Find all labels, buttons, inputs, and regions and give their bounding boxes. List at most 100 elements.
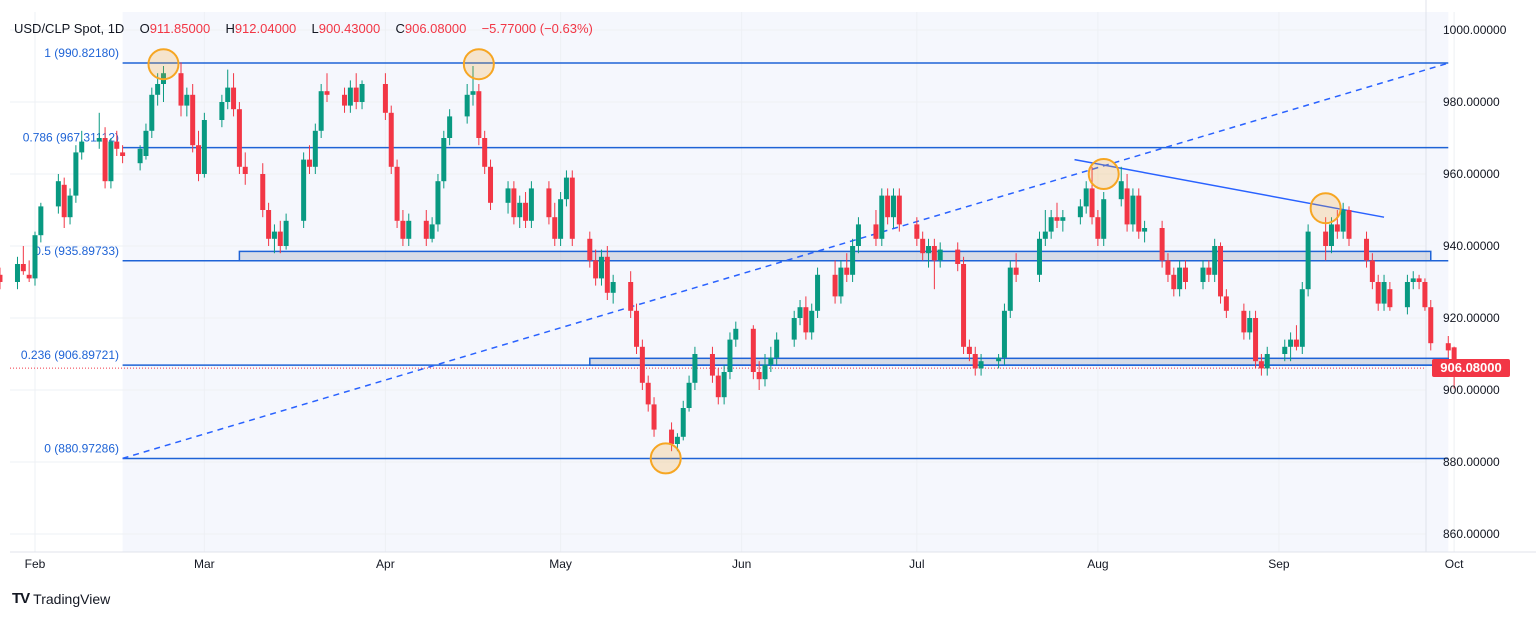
candle-body xyxy=(225,87,231,102)
candle-up xyxy=(505,181,511,214)
candle-body xyxy=(890,195,896,218)
candle-body xyxy=(563,177,569,200)
candle-body xyxy=(283,220,289,246)
candle-up xyxy=(1200,260,1206,290)
candle-body xyxy=(1200,267,1206,282)
candle-down xyxy=(920,231,926,261)
candle-body xyxy=(937,249,943,261)
candle-down xyxy=(1369,253,1375,290)
brand-footer[interactable]: TV TradingView xyxy=(12,590,110,607)
candle-body xyxy=(324,91,330,95)
candle-body xyxy=(1165,260,1171,275)
swing-marker-circle xyxy=(1309,192,1342,225)
candle-up xyxy=(879,188,885,246)
fibonacci-levels: 1 (990.82180) 0.786 (967.31112) 0.5 (935.8… xyxy=(21,46,1449,460)
candle-body xyxy=(1001,310,1007,358)
candle-body xyxy=(301,159,307,221)
candle-body xyxy=(196,145,202,174)
price-axis[interactable]: 1000.00000 980.00000 960.00000 940.00000 920… xyxy=(1443,23,1507,541)
swing-markers xyxy=(147,48,1342,475)
candle-body xyxy=(231,87,237,110)
candle-body xyxy=(1282,346,1288,354)
candle-up xyxy=(978,354,984,376)
candle-body xyxy=(832,274,838,297)
candle-up xyxy=(1328,217,1334,254)
candle-down xyxy=(844,253,850,282)
x-tick-label: Jul xyxy=(909,557,924,571)
candle-body xyxy=(1083,188,1089,207)
resistance-trend-line xyxy=(1074,158,1385,218)
candle-body xyxy=(966,346,972,354)
candle-down xyxy=(546,181,552,225)
candle-body xyxy=(1364,238,1370,261)
candle-up xyxy=(271,224,277,254)
symbol-label[interactable]: USD/CLP Spot, 1D xyxy=(14,21,125,36)
candle-down xyxy=(324,73,330,102)
candle-up xyxy=(1036,231,1042,282)
low-value: 900.43000 xyxy=(318,21,381,36)
candle-up xyxy=(347,80,353,113)
candle-body xyxy=(1206,267,1212,275)
candle-body xyxy=(896,195,902,225)
candle-body xyxy=(628,282,634,311)
candle-body xyxy=(306,159,312,167)
candle-body xyxy=(1264,354,1270,369)
candle-up xyxy=(1077,199,1083,225)
candle-up xyxy=(762,354,768,387)
candle-down xyxy=(511,181,517,225)
x-tick-label: Feb xyxy=(25,557,46,571)
candle-down xyxy=(604,246,610,300)
candle-up xyxy=(768,346,774,372)
candle-body xyxy=(1258,361,1264,369)
candle-body xyxy=(844,267,850,275)
candle-up xyxy=(429,217,435,243)
swing-marker-circle xyxy=(147,48,180,81)
candle-down xyxy=(803,296,809,340)
candle-down xyxy=(388,105,394,174)
candle-body xyxy=(266,210,272,239)
candle-body xyxy=(1247,318,1253,333)
candle-body xyxy=(184,94,190,106)
candle-body xyxy=(1253,318,1259,362)
candle-down xyxy=(914,217,920,246)
candle-body xyxy=(155,84,161,95)
candle-body xyxy=(190,94,196,146)
candle-body xyxy=(715,375,721,398)
candle-body xyxy=(1054,217,1060,221)
candle-body xyxy=(639,346,645,383)
candle-body xyxy=(528,188,534,221)
candle-up xyxy=(96,112,102,149)
candle-body xyxy=(955,249,961,264)
candle-body xyxy=(1305,231,1311,290)
candle-down xyxy=(523,192,529,228)
candle-down xyxy=(342,87,348,113)
candle-down xyxy=(1206,260,1212,282)
candle-body xyxy=(277,231,283,246)
candle-up xyxy=(1083,181,1089,214)
candle-up xyxy=(1282,339,1288,362)
candle-down xyxy=(1334,210,1340,239)
candle-down xyxy=(1375,274,1381,311)
candle-body xyxy=(1223,296,1229,311)
candle-body xyxy=(1328,224,1334,246)
candle-body xyxy=(692,354,698,383)
candle-body xyxy=(312,130,318,167)
candle-up xyxy=(774,332,780,365)
candle-body xyxy=(1130,195,1136,225)
y-tick-label: 1000.00000 xyxy=(1443,23,1507,37)
candle-up xyxy=(1042,210,1048,246)
candle-body xyxy=(546,188,552,218)
candle-up xyxy=(1410,271,1416,290)
candle-up xyxy=(855,217,861,254)
candle-down xyxy=(482,130,488,174)
trend-lines xyxy=(10,62,1449,460)
high-value: 912.04000 xyxy=(234,21,297,36)
candle-body xyxy=(55,181,61,207)
candle-body xyxy=(996,357,1002,362)
candle-body xyxy=(855,224,861,246)
candle-body xyxy=(488,166,494,203)
time-axis[interactable]: Feb Mar Apr May Jun Jul Aug Sep Oct xyxy=(25,557,1464,571)
candle-down xyxy=(1241,303,1247,340)
candle-down xyxy=(1095,210,1101,246)
candle-body xyxy=(803,307,809,333)
